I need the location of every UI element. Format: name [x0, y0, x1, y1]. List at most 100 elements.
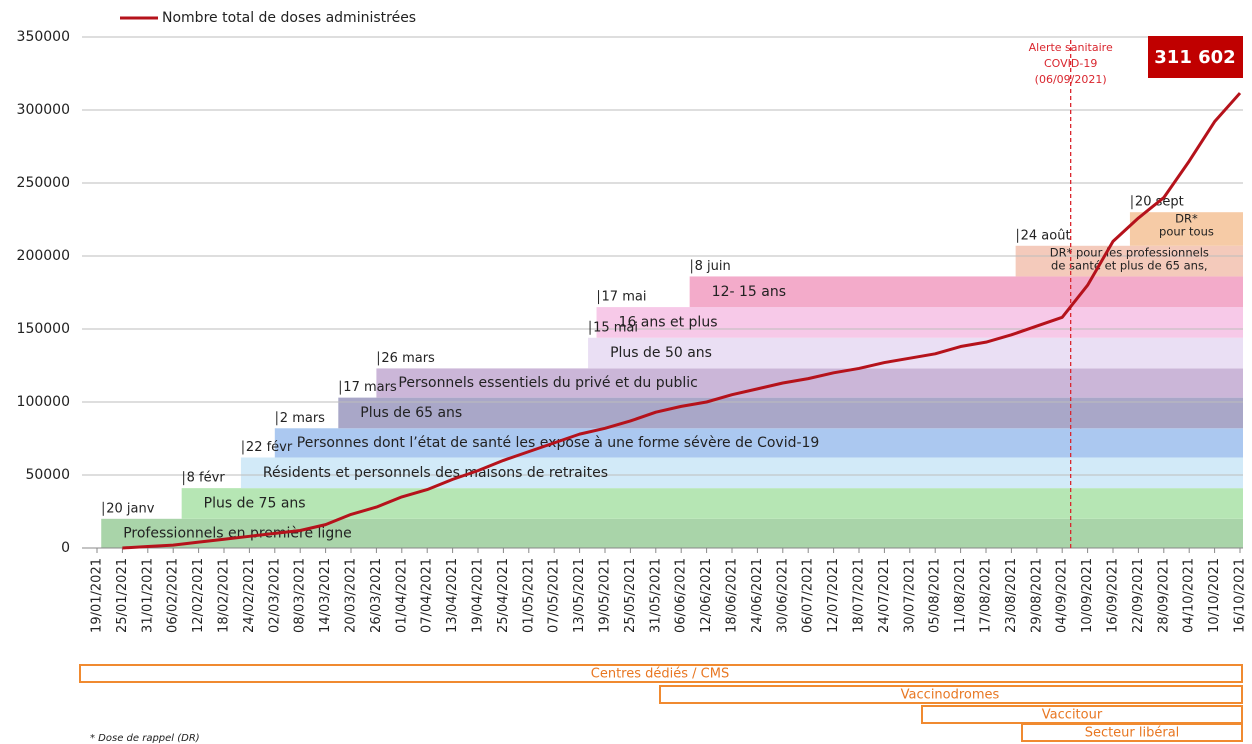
x-tick-label: 25/05/2021 [623, 558, 638, 633]
band-label: Plus de 65 ans [360, 405, 462, 421]
band-date: 15 mai [593, 320, 638, 335]
band-date: 20 janv [106, 501, 154, 516]
x-tick-label: 12/02/2021 [191, 558, 206, 633]
y-tick-label: 200000 [17, 248, 70, 264]
x-tick-label: 17/08/2021 [979, 558, 994, 633]
band-date: 26 mars [381, 351, 435, 366]
value-box-label: 311 602 [1154, 47, 1235, 68]
x-tick-label: 10/09/2021 [1080, 558, 1095, 633]
x-tick-label: 25/01/2021 [115, 558, 130, 633]
x-tick-label: 16/10/2021 [1233, 558, 1248, 633]
band-date: 17 mars [343, 380, 397, 395]
x-tick-label: 12/06/2021 [699, 558, 714, 633]
y-tick-label: 50000 [25, 467, 70, 483]
band-label: 16 ans et plus [619, 314, 718, 330]
band [596, 307, 1243, 338]
band-label: DR* pour les professionnels [1050, 245, 1209, 259]
x-tick-label: 10/10/2021 [1207, 558, 1222, 633]
band-label: Professionnels en première ligne [123, 525, 351, 541]
band [240, 457, 1243, 489]
x-tick-label: 04/10/2021 [1182, 558, 1197, 633]
channel-box [1021, 723, 1243, 742]
x-tick-label: 06/02/2021 [166, 558, 181, 633]
band [588, 337, 1243, 369]
band-label: de santé et plus de 65 ans, [1051, 258, 1208, 272]
band [274, 428, 1243, 458]
x-tick-label: 13/05/2021 [572, 558, 587, 633]
x-tick-label: 12/07/2021 [826, 558, 841, 633]
band-label: DR* [1175, 212, 1198, 226]
channel-box [659, 685, 1243, 704]
series-line [122, 92, 1242, 550]
x-tick-label: 19/01/2021 [90, 558, 105, 633]
y-tick-label: 100000 [17, 394, 70, 410]
x-tick-label: 30/07/2021 [902, 558, 917, 633]
channel-label: Centres dédiés / CMS [591, 667, 729, 682]
band [689, 276, 1243, 308]
x-tick-label: 01/05/2021 [521, 558, 536, 633]
band [181, 488, 1244, 519]
x-tick-label: 05/08/2021 [928, 558, 943, 633]
x-tick-label: 20/03/2021 [344, 558, 359, 633]
channel-label: Secteur libéral [1085, 726, 1180, 741]
band [376, 368, 1243, 398]
x-tick-label: 26/03/2021 [369, 558, 384, 633]
x-tick-label: 22/09/2021 [1131, 558, 1146, 633]
band-label: Plus de 75 ans [204, 495, 306, 511]
x-tick-label: 13/04/2021 [445, 558, 460, 633]
band-date: 22 févr [246, 440, 293, 455]
x-tick-label: 11/08/2021 [953, 558, 968, 633]
x-tick-label: 24/07/2021 [877, 558, 892, 633]
x-tick-label: 24/06/2021 [750, 558, 765, 633]
y-tick-label: 250000 [17, 175, 70, 191]
band-label: Personnels essentiels du privé et du pub… [398, 375, 697, 391]
x-tick-label: 19/05/2021 [598, 558, 613, 633]
value-box [1148, 36, 1243, 78]
x-tick-label: 06/06/2021 [674, 558, 689, 633]
band-label: pour tous [1159, 225, 1214, 239]
alert-label: COVID-19 [1044, 57, 1097, 70]
x-tick-label: 04/09/2021 [1055, 558, 1070, 633]
x-tick-label: 23/08/2021 [1004, 558, 1019, 633]
band [338, 397, 1243, 429]
band-date: 8 févr [187, 471, 226, 486]
band-date: 17 mai [602, 290, 647, 305]
x-tick-label: 18/07/2021 [852, 558, 867, 633]
band-label: Plus de 50 ans [610, 345, 712, 361]
x-tick-label: 07/05/2021 [547, 558, 562, 633]
y-tick-label: 150000 [17, 321, 70, 337]
x-tick-label: 18/02/2021 [217, 558, 232, 633]
alert-label: Alerte sanitaire [1029, 41, 1113, 54]
x-tick-label: 31/05/2021 [648, 558, 663, 633]
x-tick-label: 25/04/2021 [496, 558, 511, 633]
channel-label: Vaccinodromes [901, 688, 1000, 703]
channel-box [79, 664, 1243, 683]
legend-label: Nombre total de doses administrées [162, 10, 416, 26]
band [1129, 212, 1243, 246]
band [101, 518, 1244, 548]
x-tick-label: 19/04/2021 [471, 558, 486, 633]
alert-label: (06/09/2021) [1035, 73, 1107, 86]
footnote: * Dose de rappel (DR) [90, 733, 200, 744]
band [1015, 245, 1243, 277]
band-label: Résidents et personnels des maisons de r… [263, 465, 608, 481]
band-date: 24 août [1021, 228, 1071, 243]
x-tick-label: 07/04/2021 [420, 558, 435, 633]
y-tick-label: 350000 [17, 29, 70, 45]
y-tick-label: 300000 [17, 102, 70, 118]
y-tick-label: 0 [61, 540, 70, 556]
x-tick-label: 30/06/2021 [775, 558, 790, 633]
x-tick-label: 06/07/2021 [801, 558, 816, 633]
band-label: 12- 15 ans [712, 284, 786, 300]
band-date: 8 juin [695, 259, 731, 274]
x-tick-label: 14/03/2021 [318, 558, 333, 633]
x-tick-label: 18/06/2021 [725, 558, 740, 633]
x-tick-label: 08/03/2021 [293, 558, 308, 633]
x-tick-label: 28/09/2021 [1156, 558, 1171, 633]
channel-label: Vaccitour [1042, 708, 1103, 723]
x-tick-label: 29/08/2021 [1029, 558, 1044, 633]
x-tick-label: 24/02/2021 [242, 558, 257, 633]
x-tick-label: 16/09/2021 [1106, 558, 1121, 633]
